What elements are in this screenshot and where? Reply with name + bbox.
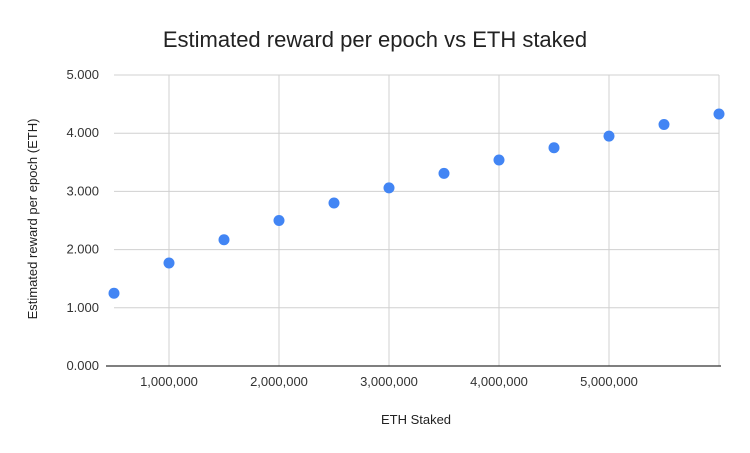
axis-layer: 0.000 1.000 2.000 3.000 4.000 5.000 1,000,000 2…	[66, 67, 721, 389]
y-tick-label: 3.000	[66, 183, 99, 198]
data-point	[658, 118, 670, 130]
data-point	[713, 108, 725, 120]
data-point	[438, 167, 450, 179]
data-point	[493, 154, 505, 166]
grid-layer	[114, 74, 720, 366]
y-tick-label: 5.000	[66, 67, 99, 82]
y-tick-label: 4.000	[66, 125, 99, 140]
data-point	[108, 287, 120, 299]
x-tick-label: 3,000,000	[360, 374, 418, 389]
point-layer	[108, 108, 725, 299]
x-tick-label: 2,000,000	[250, 374, 308, 389]
data-point	[383, 182, 395, 194]
data-point	[273, 215, 285, 226]
data-point	[548, 142, 560, 154]
y-tick-label: 0.000	[66, 358, 99, 373]
x-axis-label: ETH Staked	[381, 412, 451, 427]
y-tick-label: 1.000	[66, 300, 99, 315]
data-point	[163, 257, 175, 269]
x-tick-label: 4,000,000	[470, 374, 528, 389]
x-tick-label: 5,000,000	[580, 374, 638, 389]
data-point	[328, 197, 340, 209]
data-point	[603, 130, 615, 142]
y-tick-label: 2.000	[66, 242, 99, 257]
y-axis-label: Estimated reward per epoch (ETH)	[25, 119, 40, 320]
data-point	[218, 234, 230, 246]
chart-title: Estimated reward per epoch vs ETH staked	[163, 27, 587, 52]
x-tick-label: 1,000,000	[140, 374, 198, 389]
